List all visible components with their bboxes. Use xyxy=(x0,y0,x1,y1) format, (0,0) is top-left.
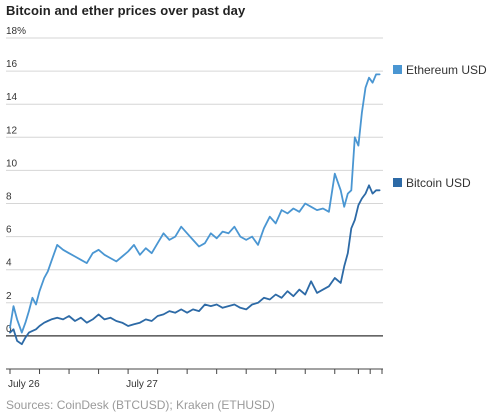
x-tick-label: July 26 xyxy=(8,379,40,390)
y-tick-label: 6 xyxy=(6,225,12,236)
series-lines xyxy=(9,73,381,346)
y-tick-label: 4 xyxy=(6,258,12,269)
ethereum-legend-label: Ethereum USD xyxy=(406,63,487,77)
y-tick-label: 10 xyxy=(6,158,18,169)
source-note: Sources: CoinDesk (BTCUSD); Kraken (ETHU… xyxy=(6,398,275,412)
legend: Ethereum USD Bitcoin USD xyxy=(393,63,487,190)
y-tick-label: 2 xyxy=(6,291,12,302)
ethereum-legend-swatch xyxy=(393,65,402,74)
ethereum-series-line xyxy=(9,73,381,334)
bitcoin-legend-label: Bitcoin USD xyxy=(406,176,471,190)
bitcoin-series-line xyxy=(9,184,381,346)
y-tick-label: 8 xyxy=(6,192,12,203)
y-axis-ticks: 18% 16 14 12 10 8 6 4 2 0 xyxy=(6,26,26,335)
y-tick-label: 18% xyxy=(6,26,26,37)
bitcoin-legend-swatch xyxy=(393,178,402,187)
gridlines xyxy=(6,37,383,337)
y-tick-label: 12 xyxy=(6,125,18,136)
y-tick-label: 16 xyxy=(6,59,18,70)
y-tick-label: 14 xyxy=(6,92,18,103)
x-axis: July 26 July 27 xyxy=(6,368,383,390)
x-tick-label: July 27 xyxy=(126,379,158,390)
y-tick-label: 0 xyxy=(6,324,12,335)
chart-title: Bitcoin and ether prices over past day xyxy=(6,3,246,18)
